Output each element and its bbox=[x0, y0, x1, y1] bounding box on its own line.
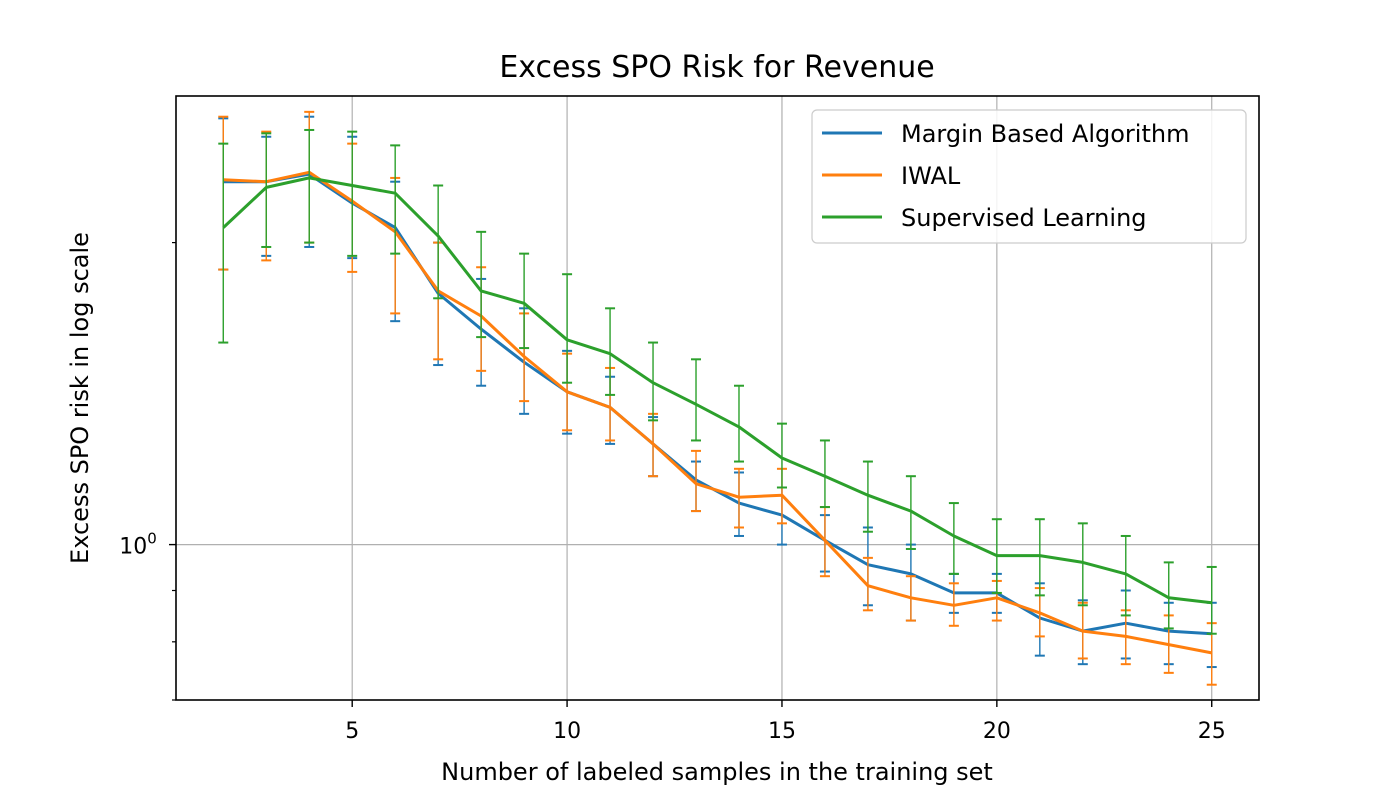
x-tick-label: 15 bbox=[768, 719, 796, 744]
chart-title: Excess SPO Risk for Revenue bbox=[499, 50, 934, 85]
legend-label: Supervised Learning bbox=[901, 204, 1147, 232]
series-line bbox=[222, 176, 1212, 605]
series-2 bbox=[218, 128, 1217, 635]
plot-frame bbox=[175, 95, 1260, 701]
y-axis-label: Excess SPO risk in log scale bbox=[66, 232, 94, 564]
x-tick-label: 5 bbox=[345, 719, 359, 744]
x-tick-label: 10 bbox=[553, 719, 581, 744]
x-axis-ticks: 5 10 15 20 25 bbox=[345, 700, 1226, 744]
legend-label: IWAL bbox=[901, 162, 961, 190]
x-tick-label: 20 bbox=[983, 719, 1011, 744]
x-tick-label: 25 bbox=[1198, 719, 1226, 744]
legend-label: Margin Based Algorithm bbox=[901, 120, 1189, 148]
series-layer bbox=[218, 110, 1217, 686]
series-line bbox=[223, 170, 1212, 655]
legend: Margin Based Algorithm IWAL Supervised Lea… bbox=[811, 109, 1247, 244]
x-axis-label: Number of labeled samples in the trainin… bbox=[441, 758, 993, 786]
legend-box bbox=[811, 109, 1247, 244]
